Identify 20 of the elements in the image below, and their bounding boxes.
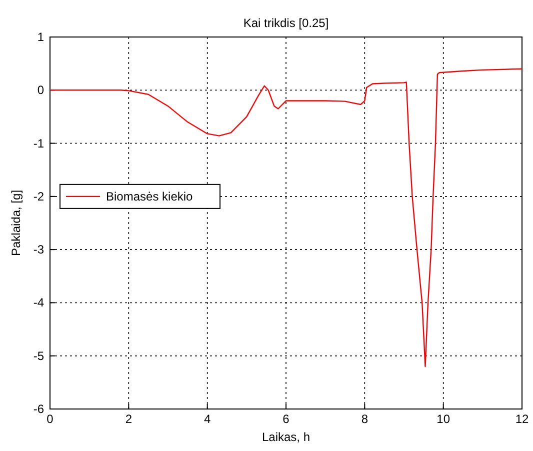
y-tick-label: -2 <box>33 189 44 204</box>
y-tick-label: -3 <box>33 242 44 257</box>
x-tick-label: 12 <box>515 412 529 426</box>
x-tick-label: 0 <box>46 412 54 426</box>
y-tick-label: -4 <box>33 296 44 310</box>
y-tick-label: -6 <box>33 402 44 416</box>
y-tick-label: -1 <box>33 136 44 150</box>
x-tick-label: 4 <box>204 412 211 426</box>
x-tick-label: 2 <box>125 412 132 426</box>
legend-label: Biomasės kiekio <box>106 189 194 204</box>
line-series <box>49 68 523 368</box>
y-tick-label: -5 <box>33 348 44 363</box>
x-axis-title: Laikas, h <box>262 430 310 444</box>
y-axis-title: Paklaida, [g] <box>9 190 23 256</box>
x-tick-label: 8 <box>361 412 368 426</box>
chart-title: Kai trikdis [0.25] <box>243 16 329 30</box>
y-tick-label: 0 <box>37 83 44 98</box>
x-tick-label: 10 <box>436 412 450 426</box>
x-tick-label: 6 <box>282 412 290 426</box>
y-tick-label: 1 <box>37 30 44 44</box>
